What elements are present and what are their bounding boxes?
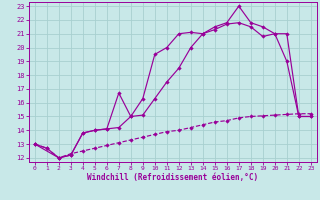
X-axis label: Windchill (Refroidissement éolien,°C): Windchill (Refroidissement éolien,°C) bbox=[87, 173, 258, 182]
